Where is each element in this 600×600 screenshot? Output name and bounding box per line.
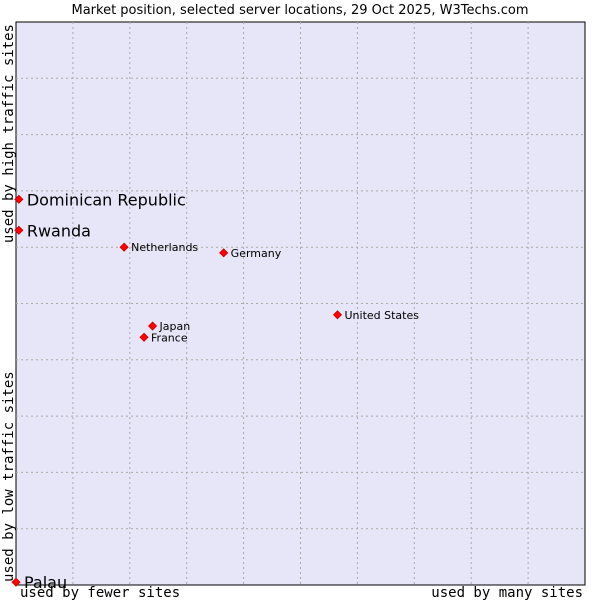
data-label-united-states: United States — [344, 309, 419, 322]
y-axis-label-low: used by low traffic sites — [1, 371, 17, 582]
data-label-dominican-republic: Dominican Republic — [27, 190, 186, 209]
data-point-germany[interactable] — [219, 248, 229, 258]
data-point-rwanda[interactable] — [14, 225, 24, 235]
data-label-japan: Japan — [159, 320, 191, 333]
data-points: Dominican Republic Rwanda Netherlands Germa… — [11, 190, 419, 592]
grid-lines — [16, 22, 585, 585]
data-label-palau: Palau — [24, 573, 67, 592]
data-point-dominican-republic[interactable] — [14, 194, 24, 204]
data-label-france: France — [151, 331, 188, 344]
data-point-united-states[interactable] — [332, 310, 343, 320]
data-label-germany: Germany — [231, 247, 282, 260]
data-point-palau[interactable] — [11, 577, 21, 587]
data-point-japan[interactable] — [147, 321, 158, 331]
data-label-netherlands: Netherlands — [131, 241, 198, 254]
x-axis-label-low: used by fewer sites — [20, 585, 180, 600]
x-axis-label-high: used by many sites — [431, 585, 583, 600]
data-point-france[interactable] — [139, 332, 149, 342]
y-axis-label-high: used by high traffic sites — [1, 24, 17, 243]
chart-title: Market position, selected server locatio… — [71, 3, 528, 18]
data-label-rwanda: Rwanda — [27, 221, 91, 240]
data-point-netherlands[interactable] — [119, 242, 129, 252]
